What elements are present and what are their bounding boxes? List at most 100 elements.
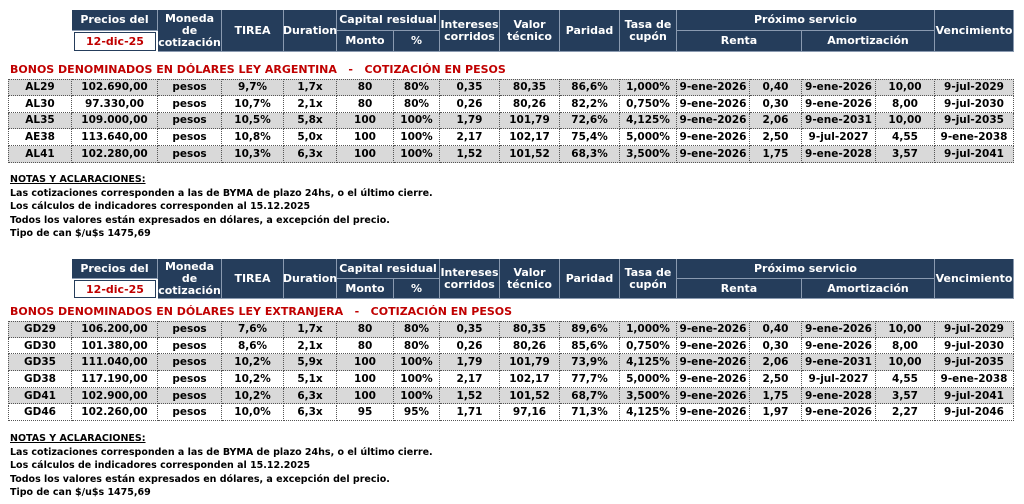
- table-cell: 5,000%: [620, 371, 677, 388]
- note-line: Las cotizaciones corresponden a las de B…: [10, 446, 433, 458]
- table-cell: 100: [337, 371, 394, 388]
- table-cell: 2,27: [876, 404, 935, 422]
- header-cell: Monto: [337, 279, 394, 299]
- table-cell: 1,97: [750, 404, 802, 422]
- table-cell: 9-ene-2026: [677, 404, 750, 422]
- table-cell: 0,26: [440, 337, 500, 355]
- table-cell: AE38: [8, 129, 72, 147]
- table-cell: AL30: [8, 95, 72, 113]
- header-cell: Vencimiento: [935, 259, 1014, 299]
- table-cell: 10,00: [876, 79, 935, 96]
- table-cell: 10,2%: [222, 387, 284, 405]
- table-cell: 0,35: [440, 79, 500, 96]
- table-cell: 101,52: [500, 146, 560, 163]
- header-cell: Tasa de cupón: [620, 10, 677, 52]
- table-cell: 2,17: [440, 371, 500, 388]
- table-cell: 100%: [394, 112, 440, 130]
- table-cell: 2,1x: [284, 337, 337, 355]
- table-cell: 9-jul-2029: [935, 321, 1014, 338]
- header-cell: Capital residual: [337, 10, 440, 31]
- table-cell: 9-ene-2038: [935, 371, 1014, 388]
- table-cell: 4,55: [876, 129, 935, 147]
- table-cell: pesos: [158, 129, 222, 147]
- table-cell: 95%: [394, 404, 440, 422]
- table-cell: 9-jul-2027: [802, 129, 876, 147]
- table-cell: 77,7%: [560, 371, 620, 388]
- table-cell: 95: [337, 404, 394, 422]
- table-cell: 80%: [394, 321, 440, 338]
- table-cell: 80: [337, 321, 394, 338]
- table-cell: 9-jul-2046: [935, 404, 1014, 422]
- table-cell: 10,8%: [222, 129, 284, 147]
- note-line: Todos los valores están expresados en dó…: [10, 214, 390, 226]
- table-cell: 100%: [394, 129, 440, 147]
- table-cell: 1,75: [750, 387, 802, 405]
- table-cell: 80,26: [500, 337, 560, 355]
- header-cell: Renta: [677, 31, 802, 52]
- table-cell: 102.260,00: [72, 404, 158, 422]
- table-cell: 10,5%: [222, 112, 284, 130]
- header-cell: Paridad: [560, 259, 620, 299]
- table-cell: 9-ene-2026: [677, 337, 750, 355]
- table-cell: 3,57: [876, 146, 935, 163]
- header-cell: Amortización: [802, 279, 935, 299]
- table-cell: 9,7%: [222, 79, 284, 96]
- note-line: Tipo de can $/u$s 1475,69: [10, 487, 151, 498]
- table-cell: 2,06: [750, 112, 802, 130]
- note-line: Los cálculos de indicadores corresponden…: [10, 201, 311, 212]
- header-cell: %: [394, 279, 440, 299]
- table-cell: 9-ene-2026: [677, 354, 750, 372]
- table-cell: 9-jul-2030: [935, 337, 1014, 355]
- table-cell: 102.900,00: [72, 387, 158, 405]
- table-cell: 101.380,00: [72, 337, 158, 355]
- price-date: 12-dic-25: [74, 280, 156, 298]
- table-cell: 10,00: [876, 321, 935, 338]
- table-cell: AL29: [8, 79, 72, 96]
- header-cell: Monto: [337, 31, 394, 52]
- table-cell: 9-ene-2026: [802, 404, 876, 422]
- table-cell: 9-ene-2026: [677, 321, 750, 338]
- table-cell: 80,35: [500, 79, 560, 96]
- table-cell: pesos: [158, 387, 222, 405]
- table-cell: 9-ene-2026: [677, 79, 750, 96]
- table-cell: 10,00: [876, 112, 935, 130]
- table-cell: 8,00: [876, 337, 935, 355]
- section-title: BONOS DENOMINADOS EN DÓLARES LEY EXTRANJ…: [10, 305, 513, 318]
- header-cell: Moneda de cotización: [158, 10, 222, 52]
- table-cell: 101,52: [500, 387, 560, 405]
- table-cell: 71,3%: [560, 404, 620, 422]
- header-cell: Amortización: [802, 31, 935, 52]
- table-cell: 100%: [394, 354, 440, 372]
- header-cell: Próximo servicio: [677, 259, 935, 279]
- header-cell: Intereses corridos: [440, 10, 500, 52]
- price-date: 12-dic-25: [74, 32, 156, 51]
- table-cell: pesos: [158, 321, 222, 338]
- table-cell: 109.000,00: [72, 112, 158, 130]
- table-cell: 100%: [394, 146, 440, 163]
- table-cell: 9-ene-2031: [802, 112, 876, 130]
- table-cell: 101,79: [500, 112, 560, 130]
- header-cell: TIREA: [222, 259, 284, 299]
- table-cell: 100%: [394, 371, 440, 388]
- table-cell: 6,3x: [284, 387, 337, 405]
- table-cell: 1,79: [440, 112, 500, 130]
- table-cell: 3,500%: [620, 146, 677, 163]
- note-line: Todos los valores están expresados en dó…: [10, 473, 390, 485]
- table-cell: 111.040,00: [72, 354, 158, 372]
- table-cell: 100: [337, 112, 394, 130]
- table-cell: 9-jul-2027: [802, 371, 876, 388]
- table-cell: 9-ene-2026: [677, 371, 750, 388]
- table-cell: 7,6%: [222, 321, 284, 338]
- table-cell: pesos: [158, 79, 222, 96]
- table-cell: 4,55: [876, 371, 935, 388]
- table-cell: 73,9%: [560, 354, 620, 372]
- header-cell: Duration: [283, 10, 337, 52]
- notes-heading: NOTAS Y ACLARACIONES:: [10, 174, 146, 185]
- table-cell: 2,50: [750, 371, 802, 388]
- table-cell: 9-ene-2031: [802, 354, 876, 372]
- table-cell: 75,4%: [560, 129, 620, 147]
- table-cell: 68,3%: [560, 146, 620, 163]
- table-cell: 1,7x: [284, 79, 337, 96]
- header-cell: Intereses corridos: [440, 259, 500, 299]
